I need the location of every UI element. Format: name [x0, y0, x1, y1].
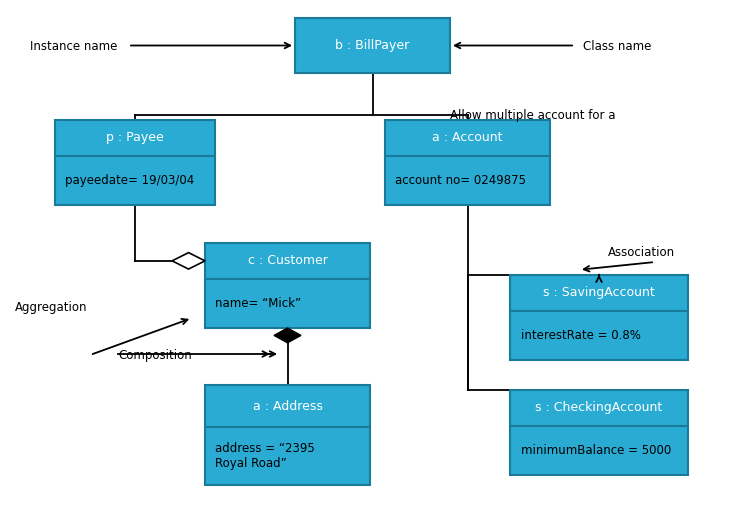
FancyBboxPatch shape: [205, 385, 370, 427]
FancyBboxPatch shape: [205, 427, 370, 485]
Text: Instance name: Instance name: [30, 40, 117, 53]
FancyBboxPatch shape: [510, 311, 688, 360]
FancyBboxPatch shape: [510, 390, 688, 426]
Text: Allow multiple account for a: Allow multiple account for a: [450, 108, 616, 121]
Text: Class name: Class name: [583, 40, 652, 53]
Polygon shape: [274, 328, 301, 343]
Text: Aggregation: Aggregation: [15, 302, 88, 315]
Text: s : CheckingAccount: s : CheckingAccount: [536, 401, 663, 414]
Text: interestRate = 0.8%: interestRate = 0.8%: [521, 329, 640, 342]
Text: a : Account: a : Account: [432, 131, 503, 144]
Text: a : Address: a : Address: [253, 400, 322, 413]
FancyBboxPatch shape: [510, 275, 688, 311]
FancyBboxPatch shape: [510, 426, 688, 475]
FancyBboxPatch shape: [385, 120, 550, 156]
Text: Composition: Composition: [118, 348, 191, 362]
Text: payeedate= 19/03/04: payeedate= 19/03/04: [64, 174, 194, 187]
Text: p : Payee: p : Payee: [106, 131, 164, 144]
FancyBboxPatch shape: [295, 18, 450, 73]
Text: Association: Association: [608, 247, 675, 260]
FancyBboxPatch shape: [55, 120, 215, 156]
FancyBboxPatch shape: [205, 279, 370, 328]
Text: minimumBalance = 5000: minimumBalance = 5000: [521, 444, 671, 457]
FancyBboxPatch shape: [205, 243, 370, 279]
FancyBboxPatch shape: [55, 156, 215, 205]
Text: b : BillPayer: b : BillPayer: [335, 39, 410, 52]
FancyBboxPatch shape: [385, 156, 550, 205]
Text: c : Customer: c : Customer: [248, 254, 328, 267]
Polygon shape: [172, 253, 205, 269]
Text: s : SavingAccount: s : SavingAccount: [543, 286, 655, 299]
Text: name= “Mick”: name= “Mick”: [215, 297, 301, 310]
Text: account no= 0249875: account no= 0249875: [395, 174, 526, 187]
Text: address = “2395
Royal Road”: address = “2395 Royal Road”: [215, 442, 315, 470]
